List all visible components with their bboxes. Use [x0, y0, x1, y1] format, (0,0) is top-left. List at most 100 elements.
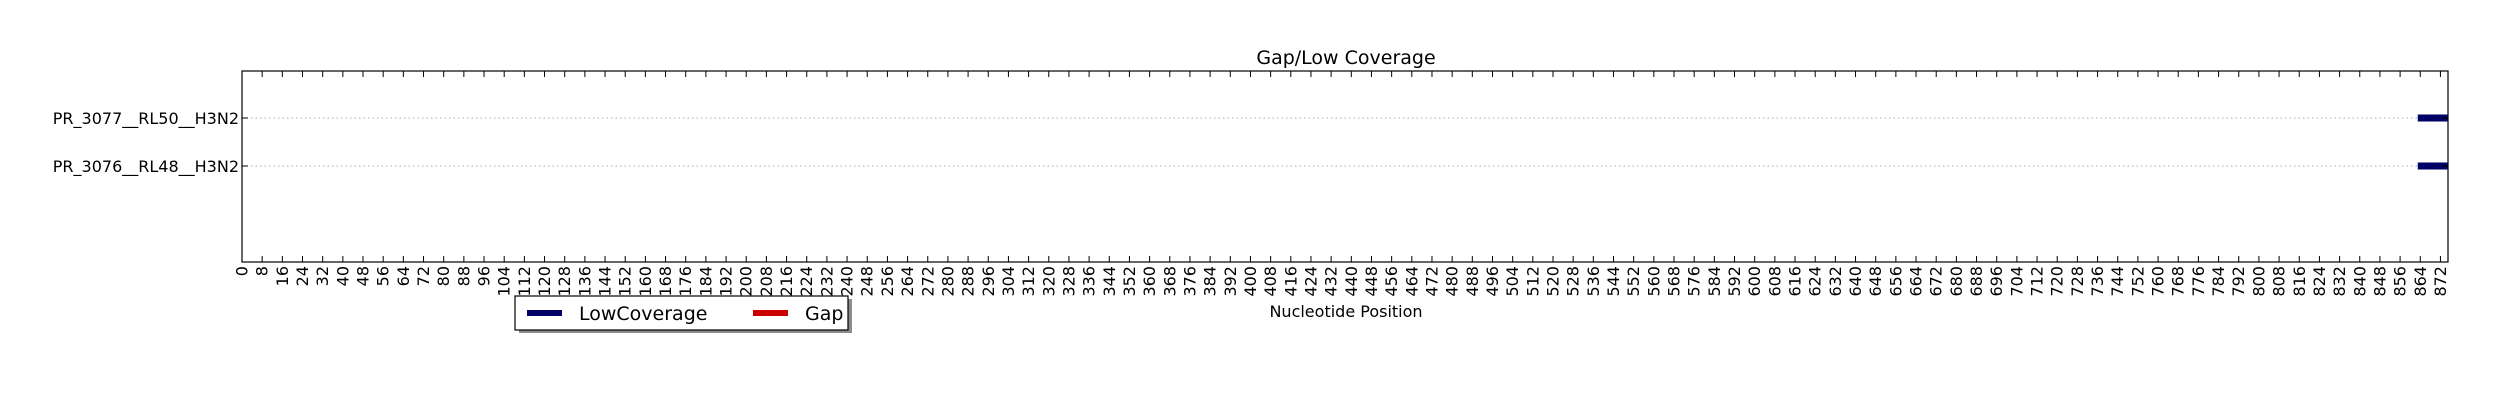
x-tick-label: 264: [898, 266, 917, 297]
x-tick-label: 360: [1140, 266, 1159, 297]
x-tick-label: 216: [777, 266, 796, 297]
x-tick-label: 272: [918, 266, 937, 297]
x-tick-label: 376: [1180, 266, 1199, 297]
x-tick-label: 848: [2370, 266, 2389, 297]
x-tick-label: 200: [737, 266, 756, 297]
x-tick-label: 136: [575, 266, 594, 297]
bar-segment: [2417, 114, 2448, 122]
x-tick-label: 624: [1806, 266, 1825, 297]
x-tick-label: 128: [555, 266, 574, 297]
x-tick-label: 232: [817, 266, 836, 297]
grid-lines: [242, 117, 2448, 167]
x-tick-label: 152: [616, 266, 635, 297]
y-axis: PR_3077__RL50__H3N2 PR_3076__RL48__H3N2: [53, 109, 2448, 177]
x-tick-label: 544: [1604, 266, 1623, 297]
x-tick-label: 504: [1503, 266, 1522, 297]
x-tick-label: 512: [1523, 266, 1542, 297]
x-tick-label: 560: [1644, 266, 1663, 297]
x-tick-label: 728: [2068, 266, 2087, 297]
x-tick-label: 480: [1443, 266, 1462, 297]
x-tick-label: 496: [1483, 266, 1502, 297]
x-tick-label: 280: [938, 266, 957, 297]
x-tick-label: 296: [979, 266, 998, 297]
x-tick-label: 792: [2229, 266, 2248, 297]
x-tick-label: 520: [1543, 266, 1562, 297]
x-tick-label: 424: [1301, 266, 1320, 297]
x-tick-label: 256: [878, 266, 897, 297]
x-tick-label: 0: [233, 266, 252, 276]
x-tick-label: 456: [1382, 266, 1401, 297]
x-tick-label: 736: [2088, 266, 2107, 297]
x-tick-label: 632: [1826, 266, 1845, 297]
x-tick-label: 800: [2249, 266, 2268, 297]
x-tick-label: 776: [2189, 266, 2208, 297]
legend-box: [514, 295, 849, 331]
x-tick-label: 224: [797, 266, 816, 297]
x-tick-label: 712: [2028, 266, 2047, 297]
y-tick-label: PR_3077__RL50__H3N2: [53, 109, 239, 129]
x-tick-label: 240: [838, 266, 857, 297]
x-tick-label: 336: [1080, 266, 1099, 297]
bar-segment: [2417, 162, 2448, 170]
x-tick-label: 24: [293, 266, 312, 286]
x-tick-label: 368: [1160, 266, 1179, 297]
x-tick-label: 488: [1463, 266, 1482, 297]
x-tick-label: 40: [333, 266, 352, 286]
x-tick-label: 144: [596, 266, 615, 297]
x-tick-label: 88: [454, 266, 473, 286]
x-tick-label: 176: [676, 266, 695, 297]
x-tick-label: 384: [1201, 266, 1220, 297]
x-tick-label: 312: [1019, 266, 1038, 297]
x-tick-label: 536: [1584, 266, 1603, 297]
x-tick-label: 248: [858, 266, 877, 297]
x-tick-label: 840: [2350, 266, 2369, 297]
x-tick-label: 872: [2431, 266, 2450, 297]
legend-label: LowCoverage: [579, 303, 707, 325]
x-tick-label: 304: [999, 266, 1018, 297]
x-tick-label: 64: [394, 266, 413, 286]
x-tick-label: 832: [2330, 266, 2349, 297]
x-tick-label: 824: [2310, 266, 2329, 297]
x-tick-label: 48: [354, 266, 373, 286]
chart-title: Gap/Low Coverage: [1256, 47, 1435, 69]
x-tick-label: 616: [1786, 266, 1805, 297]
x-tick-label: 104: [495, 266, 514, 297]
x-tick-label: 464: [1402, 266, 1421, 297]
x-tick-label: 192: [717, 266, 736, 297]
x-tick-label: 160: [636, 266, 655, 297]
x-tick-label: 584: [1705, 266, 1724, 297]
x-tick-label: 448: [1362, 266, 1381, 297]
x-tick-label: 720: [2048, 266, 2067, 297]
x-tick-label: 760: [2149, 266, 2168, 297]
x-tick-label: 640: [1846, 266, 1865, 297]
x-tick-label: 112: [515, 266, 534, 297]
x-tick-label: 752: [2128, 266, 2147, 297]
x-axis: 0 8 16 24 32 40 48 56 64 72 80 88 96 104 112 120 128 136 1…: [233, 71, 2450, 297]
x-tick-label: 680: [1947, 266, 1966, 297]
x-tick-label: 528: [1564, 266, 1583, 297]
x-tick-label: 600: [1745, 266, 1764, 297]
x-tick-label: 416: [1281, 266, 1300, 297]
x-tick-label: 288: [959, 266, 978, 297]
x-tick-label: 72: [414, 266, 433, 286]
x-axis-label: Nucleotide Position: [1269, 302, 1422, 321]
x-tick-label: 8: [253, 266, 272, 276]
x-tick-label: 472: [1422, 266, 1441, 297]
x-tick-label: 744: [2108, 266, 2127, 297]
x-tick-label: 352: [1120, 266, 1139, 297]
bar-segments: [2417, 114, 2448, 170]
x-tick-label: 808: [2270, 266, 2289, 297]
x-tick-label: 784: [2209, 266, 2228, 297]
x-tick-label: 696: [1987, 266, 2006, 297]
x-tick-label: 400: [1241, 266, 1260, 297]
x-tick-label: 320: [1039, 266, 1058, 297]
x-tick-label: 672: [1927, 266, 1946, 297]
x-tick-label: 80: [434, 266, 453, 286]
x-tick-label: 168: [656, 266, 675, 297]
x-tick-label: 120: [535, 266, 554, 297]
x-tick-label: 440: [1342, 266, 1361, 297]
x-tick-label: 656: [1886, 266, 1905, 297]
x-tick-label: 608: [1765, 266, 1784, 297]
x-tick-label: 392: [1221, 266, 1240, 297]
